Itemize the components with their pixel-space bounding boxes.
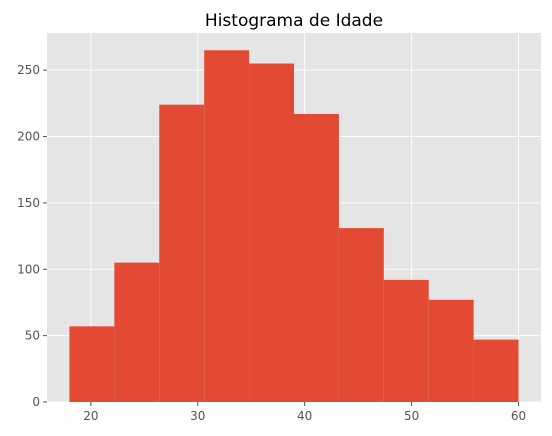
y-tick-label: 250 <box>17 63 40 77</box>
histogram-bars <box>69 50 519 403</box>
histogram-bar <box>473 339 519 402</box>
y-axis-ticks: 0 50 100 150 200 250 <box>17 63 47 409</box>
x-tick-label: 40 <box>297 409 312 423</box>
y-tick-label: 100 <box>17 262 40 276</box>
histogram-bar <box>338 228 384 402</box>
x-axis-ticks: 20 30 40 50 60 <box>83 402 526 423</box>
chart-title: Histograma de Idade <box>205 11 383 31</box>
y-tick-label: 50 <box>25 329 40 343</box>
histogram-bar <box>428 299 474 402</box>
histogram-bar <box>114 262 160 402</box>
x-tick-label: 20 <box>83 409 98 423</box>
x-tick-label: 30 <box>190 409 205 423</box>
histogram-bar <box>249 63 294 402</box>
y-tick-label: 150 <box>17 196 40 210</box>
histogram-bar <box>204 50 250 402</box>
y-tick-label: 0 <box>32 395 40 409</box>
y-tick-label: 200 <box>17 130 40 144</box>
histogram-bar <box>159 104 205 402</box>
histogram-bar <box>69 326 115 402</box>
histogram-bar <box>294 113 339 403</box>
histogram-bar <box>383 279 429 402</box>
x-tick-label: 60 <box>511 409 526 423</box>
x-tick-label: 50 <box>404 409 419 423</box>
